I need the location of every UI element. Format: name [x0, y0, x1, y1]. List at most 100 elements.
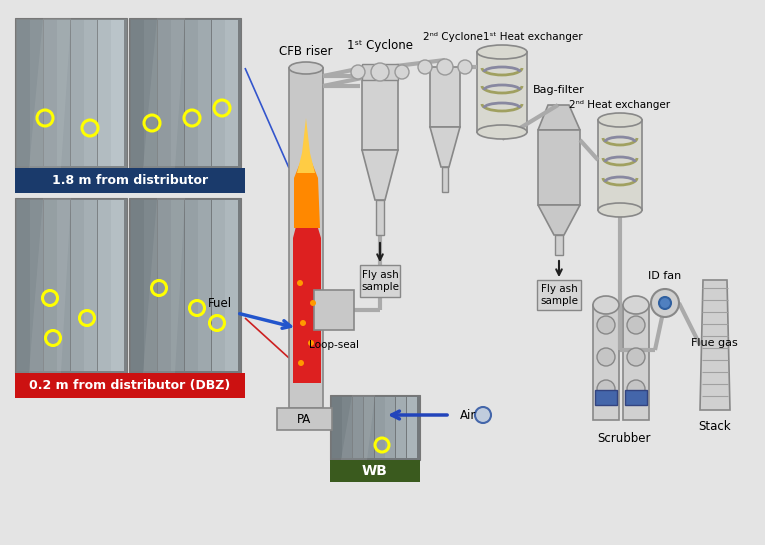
Circle shape — [297, 280, 303, 286]
Circle shape — [351, 65, 365, 79]
Circle shape — [597, 380, 615, 398]
Bar — [144, 200, 157, 371]
Bar — [277, 408, 332, 430]
Bar — [71, 200, 84, 371]
Bar — [330, 395, 420, 460]
Bar — [57, 20, 70, 166]
Text: Loop-seal: Loop-seal — [309, 340, 359, 350]
Bar — [84, 20, 97, 166]
Circle shape — [627, 380, 645, 398]
Bar — [171, 20, 184, 166]
Polygon shape — [29, 198, 71, 373]
Bar — [314, 290, 354, 330]
Bar — [144, 20, 157, 166]
Polygon shape — [341, 395, 375, 460]
Bar — [84, 200, 97, 371]
Polygon shape — [143, 18, 185, 168]
Bar — [442, 167, 448, 192]
Text: ID fan: ID fan — [649, 271, 682, 281]
Circle shape — [308, 340, 314, 346]
Bar — [30, 200, 43, 371]
Bar — [158, 20, 171, 166]
Bar — [212, 20, 225, 166]
Polygon shape — [293, 188, 321, 383]
Bar — [15, 168, 245, 193]
Bar — [362, 64, 398, 80]
Bar — [364, 397, 374, 458]
Bar — [198, 20, 211, 166]
Circle shape — [597, 316, 615, 334]
Ellipse shape — [593, 296, 619, 314]
Circle shape — [659, 297, 671, 309]
Bar — [375, 397, 385, 458]
Polygon shape — [538, 105, 580, 130]
Circle shape — [371, 63, 389, 81]
Bar — [57, 200, 70, 371]
Bar — [44, 20, 57, 166]
Polygon shape — [294, 148, 320, 228]
Bar — [555, 235, 563, 255]
Circle shape — [298, 360, 304, 366]
Bar — [477, 52, 527, 132]
Bar — [15, 373, 245, 398]
Text: PA: PA — [297, 413, 311, 426]
Bar — [593, 305, 619, 420]
Bar — [625, 390, 647, 405]
Bar — [407, 397, 417, 458]
Circle shape — [418, 60, 432, 74]
Bar — [225, 200, 238, 371]
Bar — [385, 397, 395, 458]
Text: 1ˢᵗ Cyclone: 1ˢᵗ Cyclone — [347, 39, 413, 52]
Ellipse shape — [477, 45, 527, 59]
Bar — [98, 20, 111, 166]
Bar — [225, 20, 238, 166]
Circle shape — [300, 320, 306, 326]
Text: 1.8 m from distributor: 1.8 m from distributor — [52, 173, 208, 186]
Bar — [171, 200, 184, 371]
Text: Stack: Stack — [698, 420, 731, 433]
Bar — [430, 67, 460, 127]
Bar — [17, 20, 30, 166]
Bar — [330, 460, 420, 482]
Bar — [158, 200, 171, 371]
Ellipse shape — [623, 296, 649, 314]
Bar — [131, 200, 144, 371]
Text: Fly ash
sample: Fly ash sample — [540, 284, 578, 306]
Bar — [360, 265, 400, 297]
Bar — [212, 200, 225, 371]
Text: 2ⁿᵈ Heat exchanger: 2ⁿᵈ Heat exchanger — [569, 100, 671, 110]
Bar — [111, 20, 124, 166]
Bar — [537, 280, 581, 310]
Polygon shape — [297, 118, 315, 173]
Text: CFB riser: CFB riser — [279, 45, 333, 58]
Bar — [98, 200, 111, 371]
Circle shape — [597, 348, 615, 366]
Polygon shape — [430, 127, 460, 167]
Polygon shape — [538, 205, 580, 235]
Text: Bag-filter: Bag-filter — [533, 85, 585, 95]
Bar — [111, 200, 124, 371]
Ellipse shape — [289, 62, 323, 74]
Bar — [538, 130, 580, 205]
Bar — [376, 200, 384, 235]
Bar — [342, 397, 352, 458]
Circle shape — [627, 316, 645, 334]
Bar — [289, 68, 323, 408]
Text: 2ⁿᵈ Cyclone1ˢᵗ Heat exchanger: 2ⁿᵈ Cyclone1ˢᵗ Heat exchanger — [423, 32, 583, 42]
Circle shape — [627, 348, 645, 366]
Text: 0.2 m from distributor (DBZ): 0.2 m from distributor (DBZ) — [29, 378, 230, 391]
Ellipse shape — [598, 203, 642, 217]
Text: WB: WB — [362, 464, 388, 478]
Bar — [17, 200, 30, 371]
Polygon shape — [362, 150, 398, 200]
Text: Scrubber: Scrubber — [597, 432, 651, 445]
Bar — [332, 397, 342, 458]
Bar — [71, 20, 84, 166]
Circle shape — [651, 289, 679, 317]
Text: Flue gas: Flue gas — [691, 338, 737, 348]
Bar — [623, 305, 649, 420]
Bar — [15, 18, 127, 168]
Bar — [30, 20, 43, 166]
Bar — [185, 20, 198, 166]
Bar — [129, 18, 241, 168]
